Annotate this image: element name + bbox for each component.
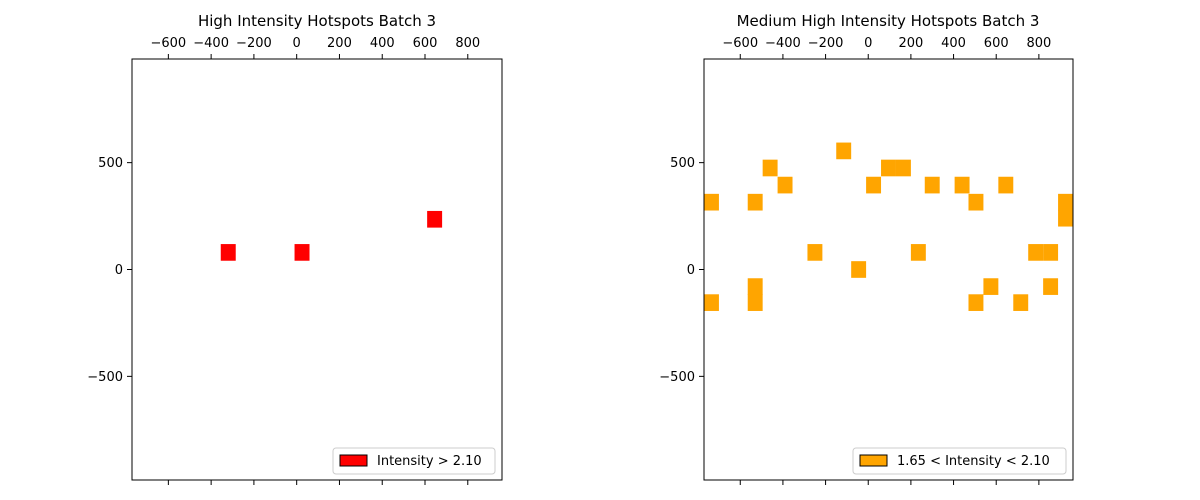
hotspot-cell <box>851 261 867 278</box>
x-tick-label: 800 <box>1026 36 1051 51</box>
axis-ticks: −600 −400 −200 0 200 400 600 800 500 0 −500 <box>87 36 480 485</box>
hotspot-cell <box>704 193 719 211</box>
hotspot-cell <box>1043 244 1059 261</box>
hotspot-cell <box>777 176 793 194</box>
x-tick-label: −200 <box>236 36 272 51</box>
x-tick-label: −600 <box>722 36 758 51</box>
hotspot-cell <box>294 244 310 261</box>
x-tick-label: 200 <box>898 36 923 51</box>
legend-swatch <box>859 454 888 467</box>
hotspot-cells <box>220 210 443 261</box>
hotspot-cell <box>747 278 763 295</box>
x-tick-label: 600 <box>984 36 1009 51</box>
x-tick-label: 800 <box>455 36 480 51</box>
hotspot-cell <box>807 244 823 261</box>
hotspot-cell <box>866 176 882 194</box>
hotspot-cell <box>998 176 1014 194</box>
hotspot-cell <box>910 244 926 261</box>
hotspot-cells <box>704 142 1073 311</box>
hotspot-cell <box>954 176 970 194</box>
legend-label: Intensity > 2.10 <box>377 454 482 469</box>
x-tick-label: 0 <box>864 36 872 51</box>
x-tick-label: 400 <box>370 36 395 51</box>
x-tick-label: 400 <box>941 36 966 51</box>
hotspot-cell <box>968 193 984 211</box>
hotspot-cell <box>704 294 719 311</box>
hotspot-cell <box>220 244 236 261</box>
hotspot-cell <box>895 159 911 177</box>
y-tick-label: −500 <box>659 370 695 385</box>
hotspot-cell <box>881 159 896 177</box>
hotspot-cell <box>762 159 778 177</box>
plot-frame <box>131 58 503 481</box>
hotspot-cell <box>1058 209 1073 227</box>
x-tick-label: 0 <box>293 36 301 51</box>
legend-box <box>332 447 496 475</box>
x-tick-label: −400 <box>193 36 229 51</box>
legend: Intensity > 2.10 <box>332 447 496 475</box>
hotspot-cell <box>747 193 763 211</box>
hotspot-cell <box>1058 193 1073 211</box>
hotspot-cell <box>1013 294 1029 311</box>
x-tick-label: −600 <box>150 36 186 51</box>
hotspot-cell <box>1028 244 1044 261</box>
y-tick-label: 500 <box>98 156 123 171</box>
y-tick-label: −500 <box>87 370 123 385</box>
chart-title: Medium High Intensity Hotspots Batch 3 <box>737 12 1040 30</box>
x-tick-label: −400 <box>765 36 801 51</box>
legend-label: 1.65 < Intensity < 2.10 <box>897 454 1050 469</box>
high-intensity-panel: High Intensity Hotspots Batch 3 −600 −400… <box>87 12 503 485</box>
plot-frame <box>703 58 1074 481</box>
hotspot-cell <box>968 294 984 311</box>
chart-title: High Intensity Hotspots Batch 3 <box>198 12 436 30</box>
x-tick-label: 600 <box>413 36 438 51</box>
medium-high-intensity-panel: Medium High Intensity Hotspots Batch 3 −… <box>659 12 1074 485</box>
legend-swatch <box>339 454 368 467</box>
axis-ticks: −600 −400 −200 0 200 400 600 800 500 0 −500 <box>659 36 1051 485</box>
hotspot-cell <box>1043 278 1059 295</box>
y-tick-label: 500 <box>670 156 695 171</box>
legend: 1.65 < Intensity < 2.10 <box>852 447 1067 475</box>
hotspot-cell <box>427 210 443 228</box>
hotspot-cell <box>836 142 852 160</box>
hotspot-cell <box>983 278 999 295</box>
y-tick-label: 0 <box>687 263 695 278</box>
legend-box <box>852 447 1067 475</box>
hotspot-cell <box>924 176 940 194</box>
y-tick-label: 0 <box>115 263 123 278</box>
hotspot-cell <box>747 294 763 311</box>
x-tick-label: −200 <box>808 36 844 51</box>
x-tick-label: 200 <box>327 36 352 51</box>
